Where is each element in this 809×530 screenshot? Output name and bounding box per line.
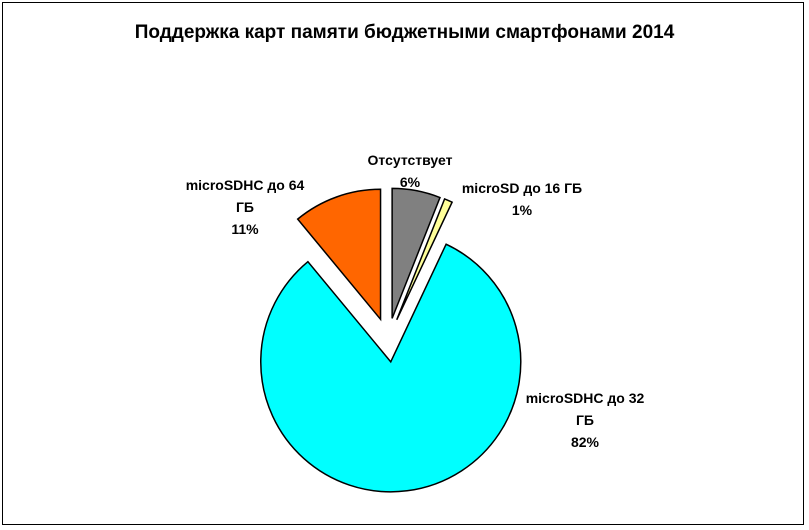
pie-slice [260,243,522,493]
slice-category: microSDHC до 32 ГБ [525,390,645,428]
slice-label: microSDHC до 32 ГБ 82% [520,387,650,453]
slice-label: Отсутствует 6% [350,149,470,193]
slice-category: Отсутствует [367,152,453,168]
slice-value: 82% [570,434,600,450]
slice-label: microSDHC до 64 ГБ 11% [180,174,310,240]
slice-value: 1% [511,202,533,218]
chart-frame [2,2,804,525]
pie-slice [296,188,382,322]
chart-title: Поддержка карт памяти бюджетными смартфо… [134,22,675,43]
slice-label: microSD до 16 ГБ 1% [442,177,602,221]
slice-category: microSD до 16 ГБ [461,180,583,196]
slice-category: microSDHC до 64 ГБ [185,177,305,215]
slice-value: 6% [399,174,421,190]
pie-slice [396,197,454,321]
slice-value: 11% [231,221,259,237]
pie-slice [391,187,441,319]
